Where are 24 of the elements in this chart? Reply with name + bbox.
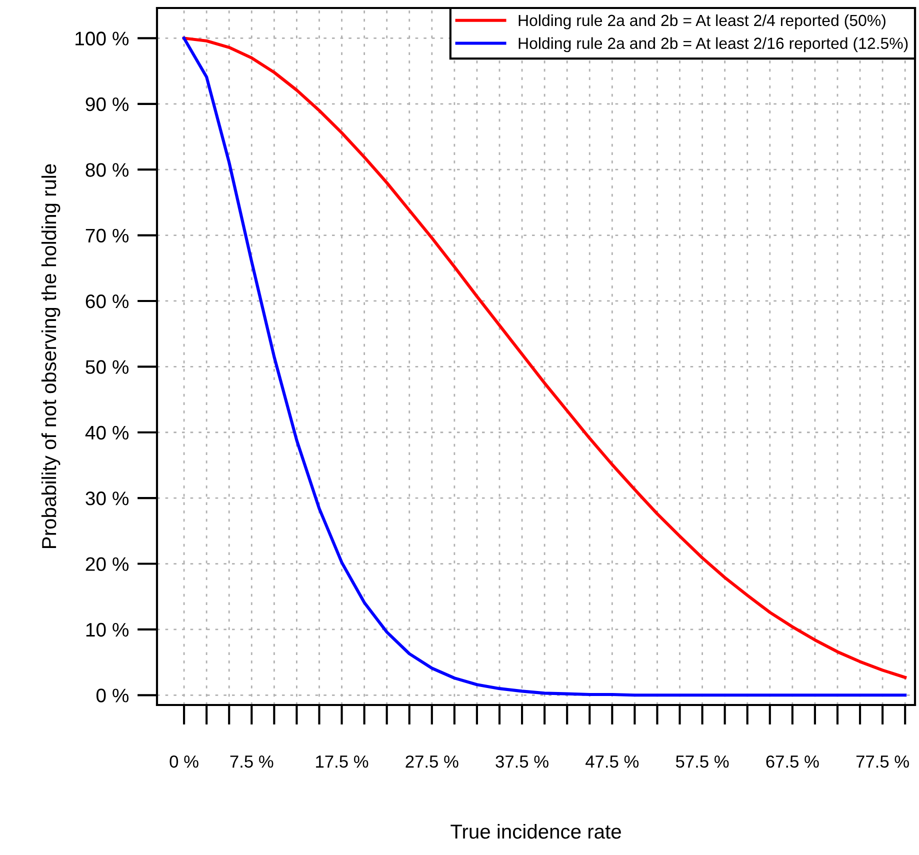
x-tick-label: 37.5 % [496,755,548,768]
y-tick-label: 0 % [96,688,129,702]
y-tick-label: 20 % [86,557,129,571]
y-tick-label: 60 % [86,294,129,308]
y-tick-label: 90 % [86,97,129,112]
y-tick-label: 40 % [85,426,129,440]
x-tick-label: 0 % [170,755,198,768]
x-tick-label: 77.5 % [856,756,909,768]
y-tick-label: 100 % [76,32,129,46]
y-tick-label: 50 % [86,360,129,374]
y-tick-label: 70 % [86,228,129,243]
legend-label: Holding rule 2a and 2b = At least 2/4 reported (50%) [518,14,886,30]
x-tick-label: 7.5 % [230,756,274,768]
x-tick-label: 27.5 % [406,755,458,768]
x-tick-label: 47.5 % [586,756,639,768]
y-tick-label: 10 % [86,622,129,637]
x-axis-title: True incidence rate [450,824,621,839]
legend-label: Holding rule 2a and 2b = At least 2/16 reported (12.5%) [518,37,908,52]
y-tick-label: 80 % [86,163,129,177]
y-tick-label: 30 % [86,492,129,506]
x-tick-label: 67.5 % [766,755,819,768]
x-tick-label: 57.5 % [676,756,729,768]
y-axis-title: Probability of not observing the holding rule [41,164,60,548]
x-tick-label: 17.5 % [316,756,368,768]
